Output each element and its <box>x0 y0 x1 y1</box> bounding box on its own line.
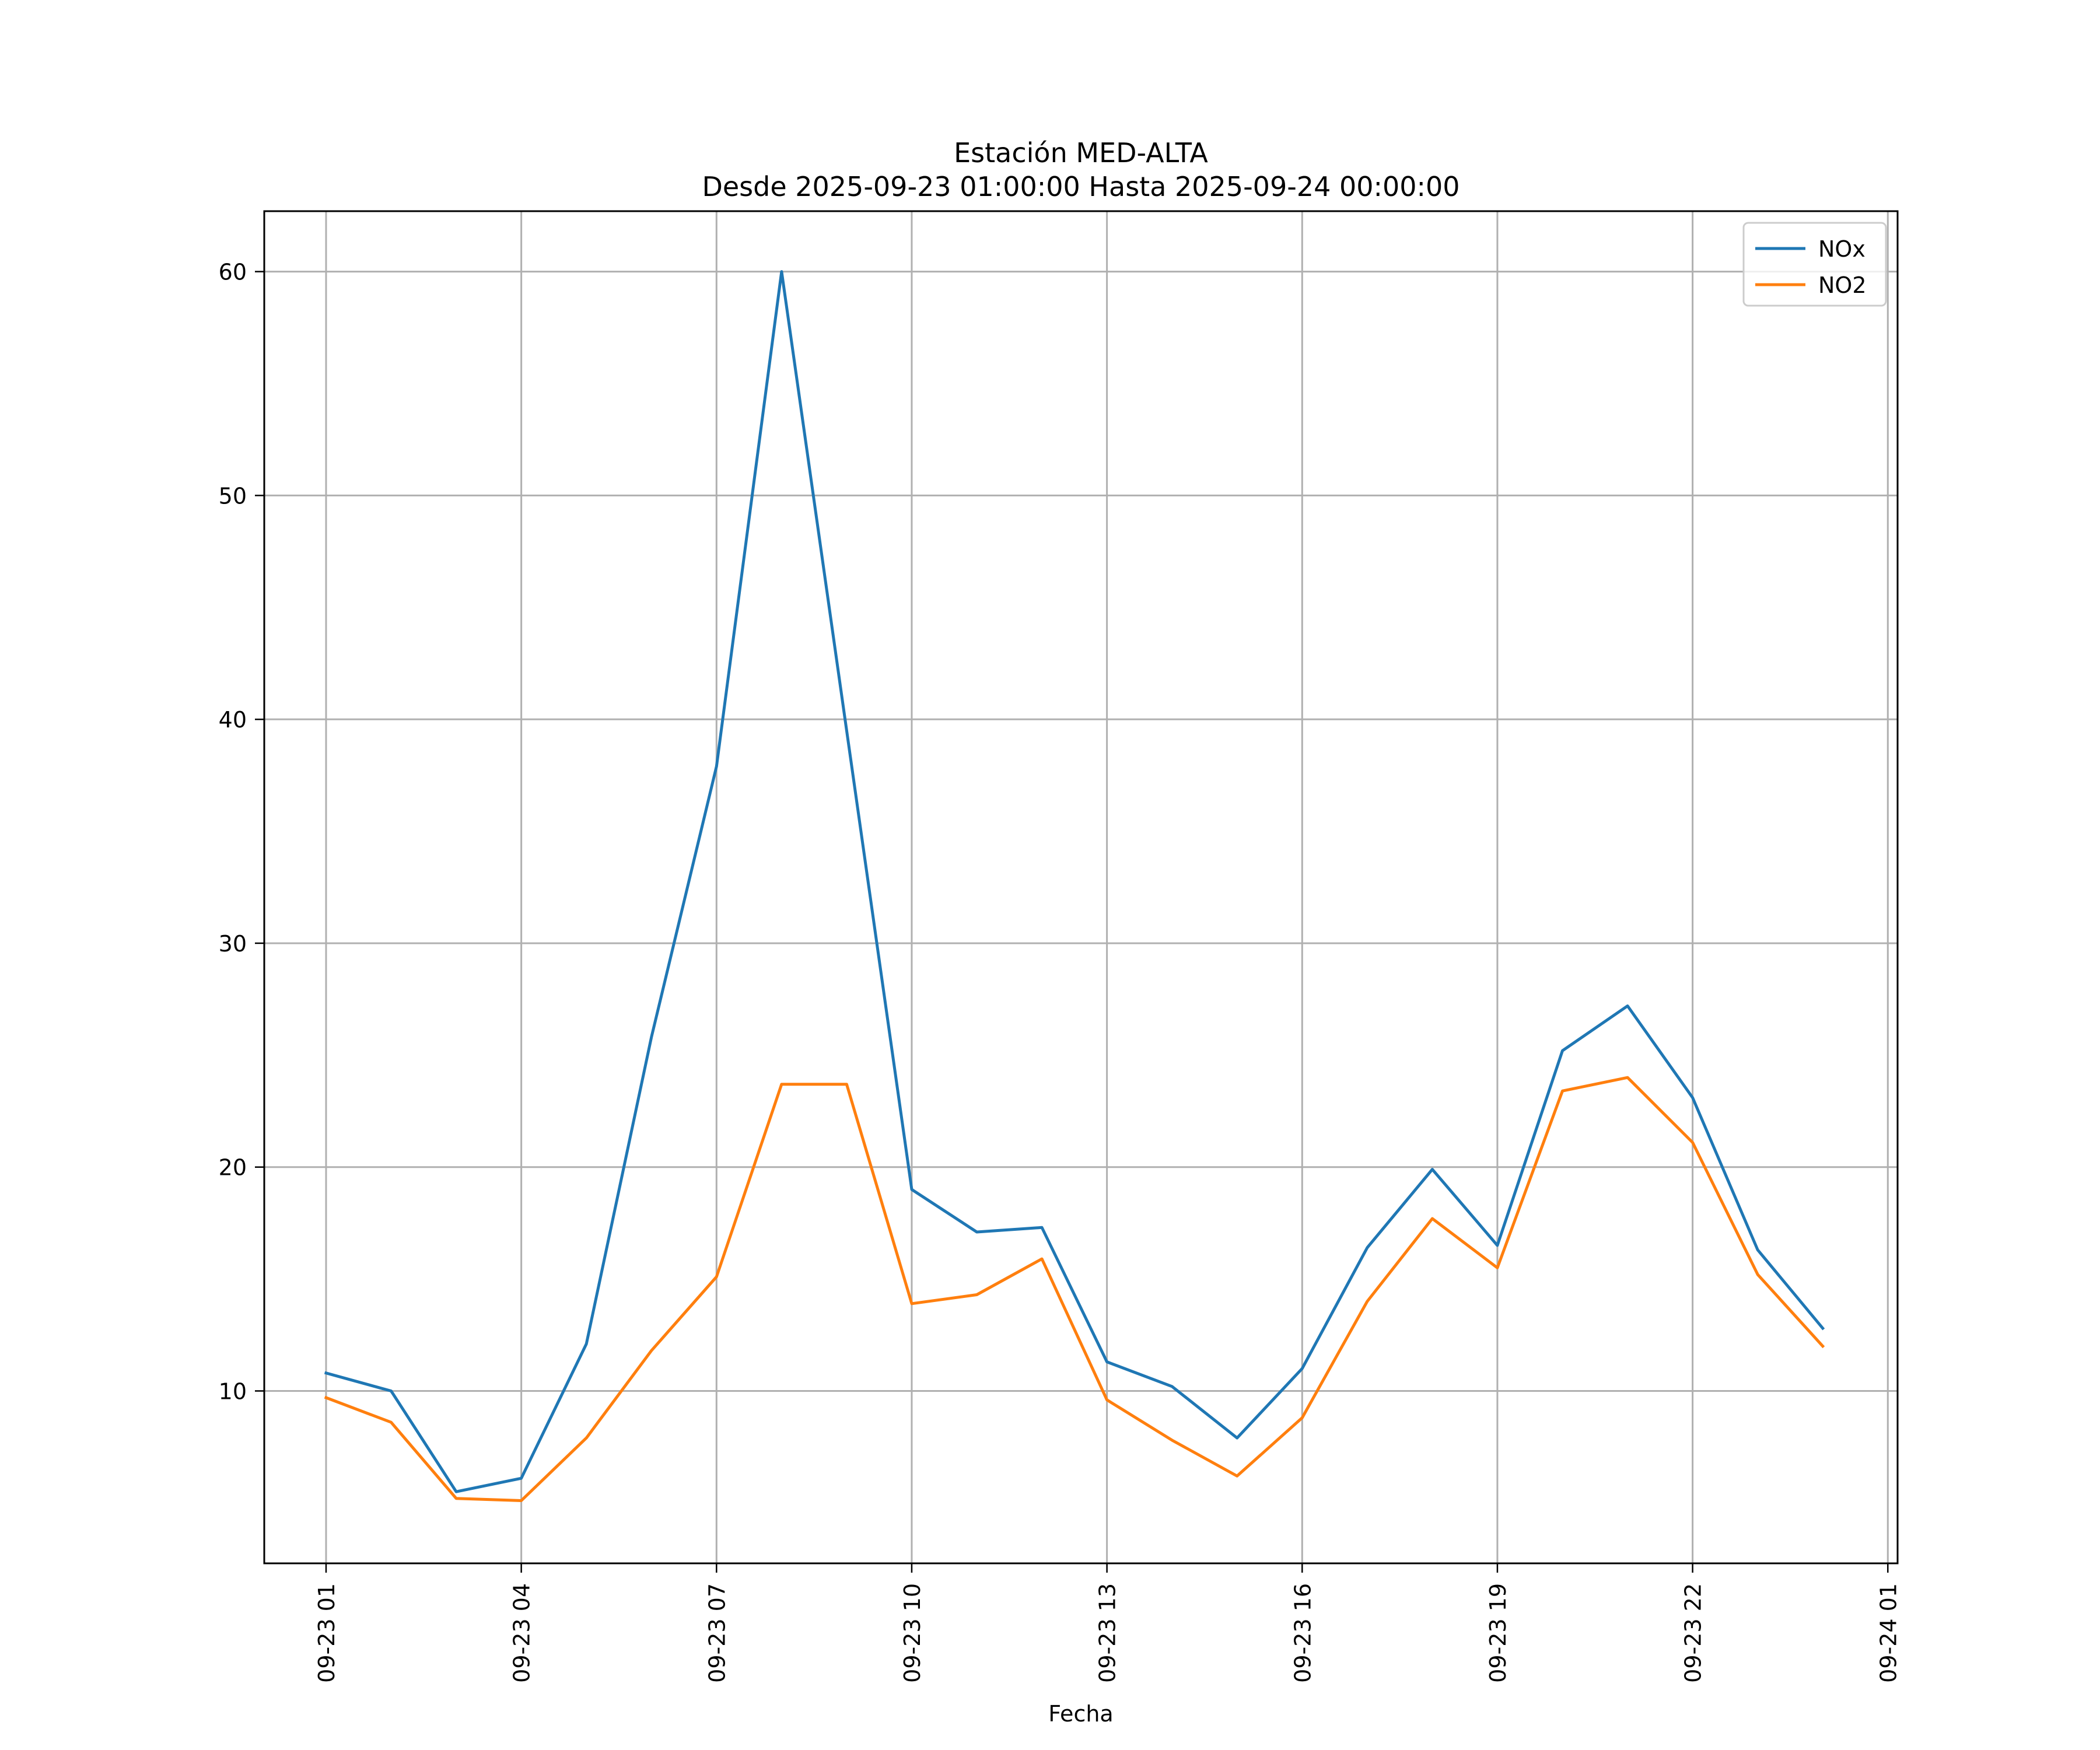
grid <box>264 211 1898 1563</box>
legend: NOx NO2 <box>1742 222 1887 307</box>
x-tick-label: 09-24 01 <box>1875 1583 1901 1683</box>
legend-label-nox: NOx <box>1818 236 1866 262</box>
series-lines <box>324 270 1825 1502</box>
x-tick-label: 09-23 04 <box>509 1583 535 1683</box>
x-tick-label: 09-23 13 <box>1095 1583 1121 1683</box>
y-tick-label: 10 <box>219 1378 247 1404</box>
y-tick-label: 60 <box>219 260 247 285</box>
chart-subtitle: Desde 2025-09-23 01:00:00 Hasta 2025-09-… <box>702 171 1460 202</box>
series-line-no2 <box>324 1076 1825 1502</box>
y-tick-label: 20 <box>219 1155 247 1181</box>
x-tick-label: 09-23 10 <box>900 1583 925 1683</box>
plot-frame <box>263 210 1899 1564</box>
legend-label-no2: NO2 <box>1818 272 1867 298</box>
y-tick-label: 40 <box>219 707 247 733</box>
x-axis-label: Fecha <box>1048 1701 1113 1727</box>
x-tick-label: 09-23 19 <box>1485 1583 1511 1683</box>
chart-title: Estación MED-ALTA <box>954 137 1208 169</box>
x-tick-label: 09-23 07 <box>704 1583 730 1683</box>
x-tick-label: 09-23 22 <box>1681 1583 1706 1683</box>
y-tick-label: 50 <box>219 483 247 509</box>
x-tick-label: 09-23 01 <box>314 1583 340 1683</box>
x-tick-label: 09-23 16 <box>1290 1583 1315 1683</box>
series-line-nox <box>324 270 1825 1493</box>
axis-ticks: 09-23 01 09-23 04 09-23 07 09-23 10 09-23 13… <box>219 260 1902 1683</box>
y-tick-label: 30 <box>219 931 247 957</box>
